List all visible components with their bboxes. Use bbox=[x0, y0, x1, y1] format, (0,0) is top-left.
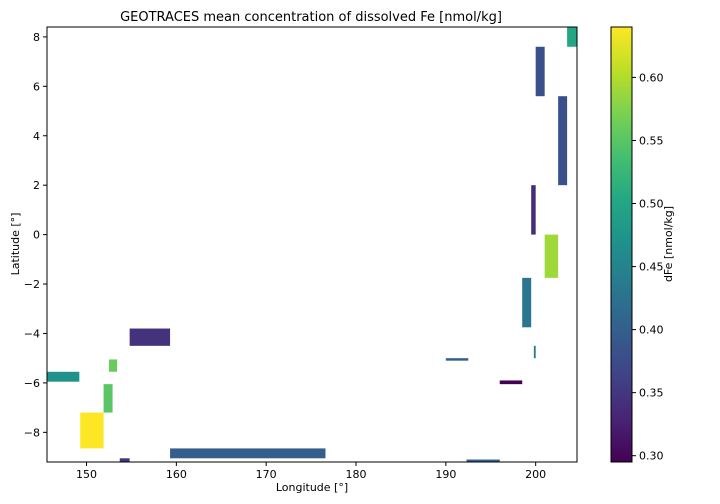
colorbar-tick-label: 0.60 bbox=[639, 71, 664, 84]
colorbar-tick-label: 0.45 bbox=[639, 261, 664, 274]
data-cell bbox=[567, 27, 577, 47]
x-tick-label: 150 bbox=[76, 468, 97, 481]
colorbar: 0.30 0.35 0.40 0.45 0.50 0.55 0.60 dFe [nmol/k… bbox=[610, 26, 675, 463]
data-cell bbox=[129, 328, 171, 346]
plot-background bbox=[47, 27, 577, 462]
data-cell bbox=[544, 234, 559, 278]
colorbar-ticks: 0.30 0.35 0.40 0.45 0.50 0.55 0.60 bbox=[632, 71, 664, 463]
plot-frame bbox=[46, 26, 578, 463]
data-cell bbox=[47, 371, 80, 382]
x-tick-label: 160 bbox=[166, 468, 187, 481]
y-tick-label: 2 bbox=[33, 179, 40, 192]
data-cell bbox=[499, 380, 523, 385]
data-cell bbox=[466, 459, 500, 462]
data-cell bbox=[558, 96, 568, 186]
y-axis: −8 −6 −4 −2 0 2 4 6 8 bbox=[24, 31, 47, 439]
colorbar-tick-label: 0.40 bbox=[639, 324, 664, 337]
x-tick-label: 200 bbox=[525, 468, 546, 481]
colorbar-gradient bbox=[610, 26, 633, 463]
data-cell bbox=[535, 46, 545, 97]
data-cell bbox=[531, 185, 536, 235]
y-axis-label: Latitude [°] bbox=[9, 213, 22, 276]
y-tick-label: −4 bbox=[24, 327, 40, 340]
plot-area bbox=[46, 26, 578, 463]
colorbar-label: dFe [nmol/kg] bbox=[662, 206, 675, 282]
data-cell bbox=[445, 358, 469, 361]
y-tick-label: 0 bbox=[33, 229, 40, 242]
data-cell bbox=[108, 359, 118, 372]
data-cell bbox=[170, 448, 326, 459]
y-tick-label: −8 bbox=[24, 426, 40, 439]
y-tick-label: 4 bbox=[33, 130, 40, 143]
x-tick-label: 180 bbox=[346, 468, 367, 481]
data-cell bbox=[522, 277, 532, 328]
y-tick-label: −2 bbox=[24, 278, 40, 291]
x-tick-label: 190 bbox=[435, 468, 456, 481]
colorbar-tick-label: 0.50 bbox=[639, 198, 664, 211]
y-tick-label: 6 bbox=[33, 80, 40, 93]
data-cell bbox=[533, 345, 536, 359]
chart-title: GEOTRACES mean concentration of dissolve… bbox=[120, 10, 502, 25]
data-cell bbox=[119, 458, 130, 462]
x-axis-label: Longitude [°] bbox=[276, 481, 348, 494]
x-axis: 150 160 170 180 190 200 bbox=[76, 462, 546, 481]
x-tick-label: 170 bbox=[256, 468, 277, 481]
colorbar-tick-label: 0.30 bbox=[639, 450, 664, 463]
y-tick-label: 8 bbox=[33, 31, 40, 44]
data-cell bbox=[80, 412, 104, 449]
colorbar-tick-label: 0.55 bbox=[639, 134, 664, 147]
colorbar-tick-label: 0.35 bbox=[639, 387, 664, 400]
y-tick-label: −6 bbox=[24, 377, 40, 390]
data-cells bbox=[47, 27, 577, 462]
data-cell bbox=[103, 384, 113, 413]
